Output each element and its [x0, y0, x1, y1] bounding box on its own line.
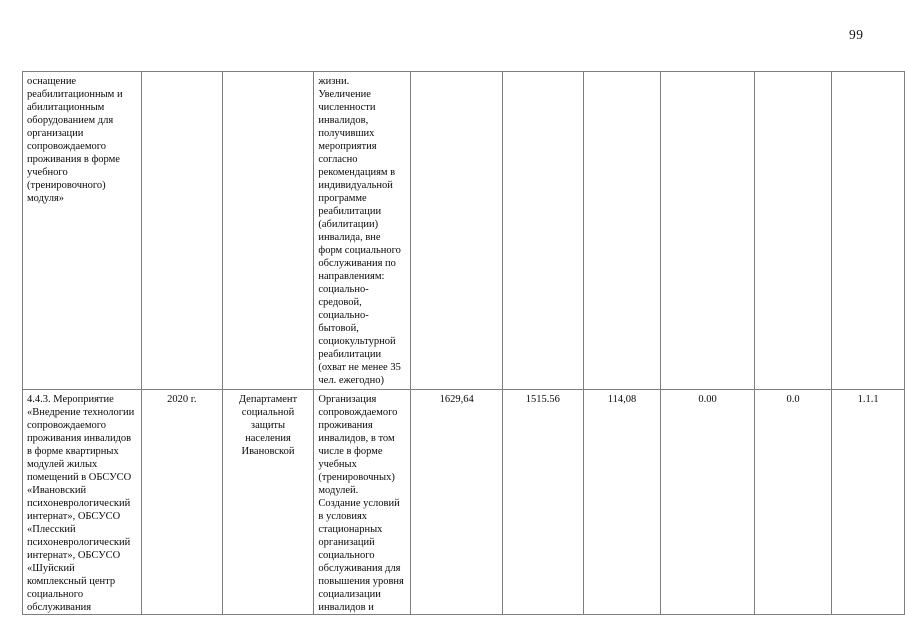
cell-activity: 4.4.3. Мероприятие «Внедрение технологии…: [22, 389, 142, 615]
cell-amount-other-1: 0.00: [660, 389, 755, 615]
cell-amount-other-1: [660, 71, 755, 390]
table-row: оснащение реабилитационным и абилитацион…: [22, 71, 905, 390]
cell-activity-continuation: оснащение реабилитационным и абилитацион…: [22, 71, 142, 390]
page-number: 99: [849, 27, 864, 42]
cell-expected-result: Организация сопровождаемого проживания и…: [313, 389, 412, 615]
program-activities-table: оснащение реабилитационным и абилитацион…: [22, 71, 905, 615]
cell-expected-result-continuation: жизни. Увеличение численности инвалидов,…: [313, 71, 412, 390]
cell-period: 2020 г.: [140, 389, 223, 615]
cell-reference: 1.1.1: [831, 389, 905, 615]
cell-executor: [221, 71, 315, 390]
cell-amount-other-2: [753, 71, 833, 390]
cell-amount-regional: 114,08: [582, 389, 662, 615]
cell-amount-other-2: 0.0: [753, 389, 833, 615]
cell-amount-total: [410, 71, 503, 390]
cell-period: [140, 71, 223, 390]
cell-amount-regional: [582, 71, 662, 390]
cell-amount-federal: 1515.56: [501, 389, 584, 615]
cell-amount-federal: [501, 71, 584, 390]
cell-amount-total: 1629,64: [410, 389, 503, 615]
cell-executor: Департамент социальной защиты населения …: [221, 389, 315, 615]
table-row: 4.4.3. Мероприятие «Внедрение технологии…: [22, 389, 905, 615]
cell-reference: [831, 71, 905, 390]
